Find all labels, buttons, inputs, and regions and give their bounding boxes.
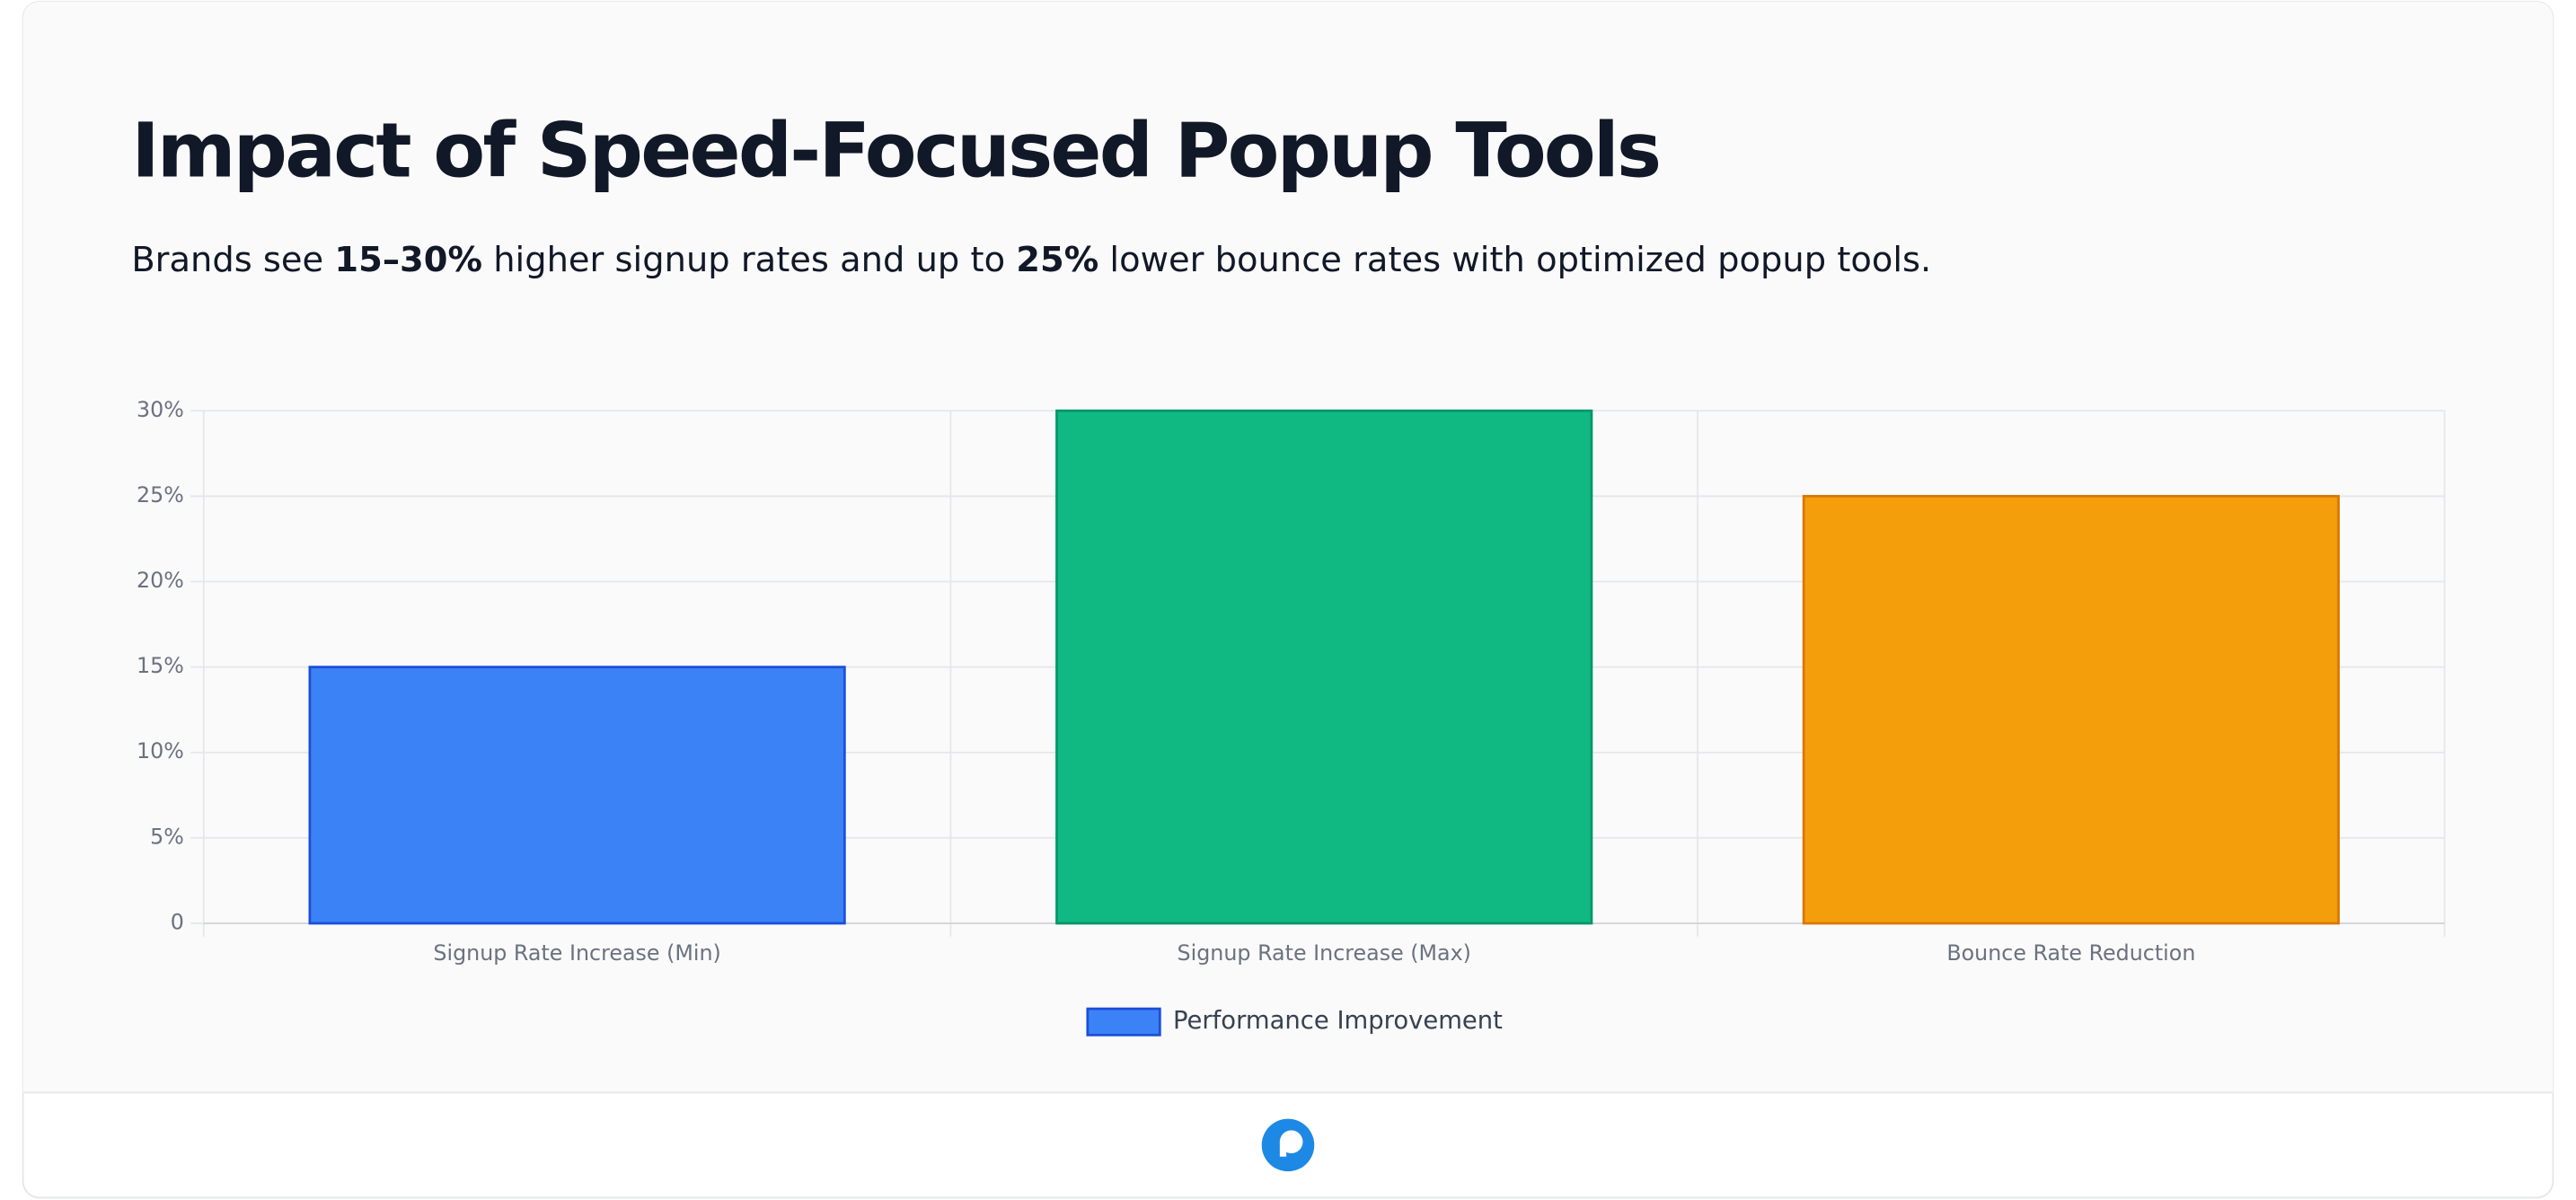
y-tick-label: 5% bbox=[150, 824, 184, 849]
subtitle-text: lower bounce rates with optimized popup … bbox=[1098, 239, 1931, 279]
subtitle-highlight: 25% bbox=[1016, 239, 1098, 279]
subtitle-text: Brands see bbox=[131, 239, 334, 279]
x-tick-label: Bounce Rate Reduction bbox=[1946, 940, 2195, 966]
footer-logo bbox=[1261, 1118, 1315, 1172]
subtitle-highlight: 15–30% bbox=[334, 239, 482, 279]
subtitle-text: higher signup rates and up to bbox=[482, 239, 1016, 279]
x-tick-label: Signup Rate Increase (Max) bbox=[1178, 940, 1471, 966]
bar bbox=[308, 666, 846, 925]
bar bbox=[1802, 495, 2340, 925]
y-tick-label: 10% bbox=[137, 738, 184, 763]
logo-stem bbox=[1279, 1142, 1287, 1157]
x-tick-label: Signup Rate Increase (Min) bbox=[433, 940, 720, 966]
y-tick-label: 0 bbox=[171, 909, 184, 934]
bar bbox=[1055, 409, 1593, 925]
y-tick-label: 20% bbox=[137, 568, 184, 593]
chart-title: Impact of Speed-Focused Popup Tools bbox=[131, 107, 1659, 195]
legend-swatch bbox=[1086, 1007, 1161, 1037]
chart-subtitle: Brands see 15–30% higher signup rates an… bbox=[131, 239, 1931, 279]
y-tick-label: 30% bbox=[137, 397, 184, 422]
y-tick-label: 25% bbox=[137, 482, 184, 507]
y-tick-label: 15% bbox=[137, 653, 184, 678]
legend-label: Performance Improvement bbox=[1173, 1007, 1503, 1035]
